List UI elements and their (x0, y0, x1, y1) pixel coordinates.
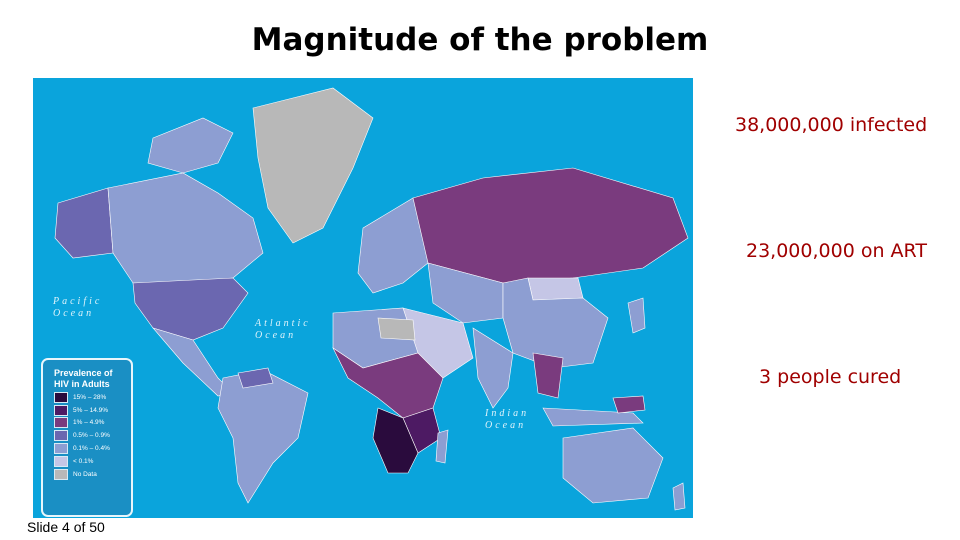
legend-swatch (54, 430, 68, 442)
slide-number: Slide 4 of 50 (27, 519, 105, 535)
greenland (252, 87, 374, 244)
legend-label: No Data (73, 470, 97, 478)
legend-label: 5% – 14.9% (73, 406, 109, 414)
legend-label: 15% – 28% (73, 393, 107, 401)
china (502, 277, 609, 369)
legend-label: 0.1% – 0.4% (73, 444, 110, 452)
arctic-islands (147, 117, 234, 174)
legend-item: No Data (54, 468, 131, 480)
legend-swatch (54, 404, 68, 416)
stat-infected: 38,000,000 infected (735, 114, 928, 136)
legend-item: 0.5% – 0.9% (54, 430, 131, 442)
canada (107, 172, 264, 284)
madagascar (435, 429, 449, 464)
southern-africa (372, 407, 419, 474)
map-legend: Prevalence of HIV in Adults 15% – 28% 5%… (41, 358, 133, 517)
new-zealand (672, 482, 686, 511)
legend-swatch (54, 468, 68, 480)
indian-ocean-label: Indian Ocean (485, 408, 530, 431)
south-america (217, 369, 309, 504)
pacific-ocean-label: Pacific Ocean (53, 296, 103, 319)
japan (627, 297, 646, 334)
atlantic-ocean-label: Atlantic Ocean (255, 318, 311, 341)
southeast-asia (532, 352, 564, 399)
legend-swatch (54, 391, 68, 403)
mongolia (527, 277, 584, 301)
legend-item: 15% – 28% (54, 391, 131, 403)
legend-title-line2: HIV in Adults (54, 379, 110, 389)
legend-label: 0.5% – 0.9% (73, 432, 110, 440)
stat-cured: 3 people cured (759, 366, 902, 388)
legend-swatch (54, 417, 68, 429)
legend-item: 5% – 14.9% (54, 404, 131, 416)
legend-title-line1: Prevalence of (54, 368, 113, 378)
world-map-graphic (54, 87, 689, 511)
usa (132, 277, 249, 341)
australia (562, 427, 664, 504)
india (472, 327, 514, 409)
world-hiv-prevalence-map: Pacific Ocean Atlantic Ocean Indian Ocea… (33, 78, 693, 518)
papua (612, 395, 646, 414)
legend-swatch (54, 442, 68, 454)
legend-item: 0.1% – 0.4% (54, 442, 131, 454)
legend-label: < 0.1% (73, 457, 94, 465)
stat-on-art: 23,000,000 on ART (746, 240, 927, 262)
sahara-no-data (377, 317, 416, 341)
russia (412, 167, 689, 284)
legend-swatch (54, 455, 68, 467)
venezuela-guyana (237, 367, 274, 389)
legend-item: 1% – 4.9% (54, 417, 131, 429)
legend-item: < 0.1% (54, 455, 131, 467)
legend-label: 1% – 4.9% (73, 419, 105, 427)
slide-title: Magnitude of the problem (251, 22, 709, 58)
central-asia (427, 262, 504, 324)
alaska (54, 187, 114, 259)
